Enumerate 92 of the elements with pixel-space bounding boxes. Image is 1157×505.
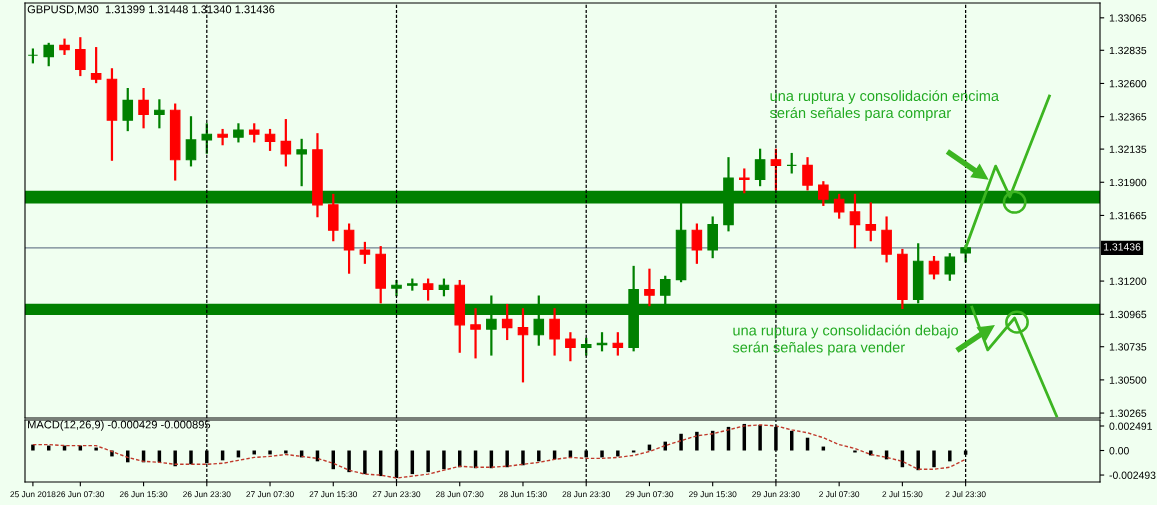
bar (758, 424, 762, 451)
x-tick-label: 29 Jun 23:30 (752, 491, 800, 498)
bar (537, 450, 541, 462)
y-tick-label: 1.30965 (1109, 310, 1147, 319)
candlestick (833, 193, 845, 219)
candlestick (691, 223, 703, 264)
candlestick (359, 241, 371, 264)
bar (173, 450, 177, 467)
x-tick-label: 26 Jun 23:30 (183, 491, 231, 498)
candlestick (43, 42, 55, 67)
annotation: una ruptura y consolidación encima serán señales para comprar (770, 90, 1000, 121)
candlestick (122, 88, 134, 132)
bar (679, 433, 683, 451)
candlestick (296, 138, 307, 187)
y-tick-label: 1.30735 (1109, 343, 1147, 351)
candlestick (549, 308, 560, 356)
x-tick-label: 28 Jun 07:30 (436, 491, 484, 498)
bar (521, 450, 525, 466)
candlestick (754, 148, 766, 187)
candlestick (138, 88, 149, 129)
candlestick (470, 308, 481, 359)
candlestick (501, 303, 513, 341)
x-tick-label: 28 Jun 23:30 (562, 491, 610, 498)
y-tick-label: 1.32135 (1109, 145, 1147, 153)
bar (932, 450, 936, 468)
candlestick (802, 157, 813, 191)
y-tick-label: 1.32835 (1109, 46, 1147, 55)
bar (948, 450, 952, 462)
x-tick-label: 26 Jun 07:30 (56, 491, 105, 498)
x-tick-label: 2 Jul 23:30 (945, 491, 986, 498)
candlestick (185, 116, 197, 167)
candlestick (59, 38, 70, 55)
candlestick (391, 279, 402, 297)
candlestick (644, 268, 655, 307)
candlestick (944, 253, 956, 281)
bar (616, 450, 620, 457)
chart-title: GBPUSD,M30 1.31399 1.31448 1.31340 1.31436 (27, 5, 275, 15)
ref-line-label: 1.31436 (1104, 243, 1141, 251)
bar (189, 450, 193, 465)
y-tick-label: 1.30500 (1109, 376, 1147, 384)
x-tick-label: 2 Jul 07:30 (819, 491, 860, 498)
candlestick (612, 332, 624, 356)
candlestick (565, 332, 576, 362)
bar (363, 450, 367, 475)
bar (347, 450, 351, 473)
y-tick-label: 1.31200 (1109, 277, 1147, 285)
x-tick-label: 2 Jul 15:30 (882, 491, 923, 498)
candlestick (818, 181, 829, 206)
candlestick (90, 47, 102, 84)
x-tick-label: 29 Jun 15:30 (689, 491, 737, 498)
candlestick (881, 216, 892, 263)
candlestick (75, 37, 86, 77)
annotation: una ruptura y consolidación debajo serán señales para vender (732, 324, 959, 356)
y-tick-label: -0.002493 (1109, 471, 1156, 479)
x-tick-label: 25 Jun 2018 (10, 491, 56, 498)
bar (31, 444, 35, 451)
candlestick (786, 152, 798, 174)
candlestick (201, 123, 213, 154)
candlestick (280, 119, 292, 167)
x-tick-label: 27 Jun 23:30 (372, 491, 421, 498)
y-tick-label: 1.31665 (1109, 211, 1147, 220)
bar (505, 450, 509, 468)
x-tick-label: 29 Jun 07:30 (625, 491, 674, 498)
y-tick-label: 1.32365 (1109, 113, 1147, 121)
candlestick (849, 193, 861, 249)
candlestick (27, 48, 39, 64)
bar (426, 450, 430, 473)
candlestick (343, 223, 355, 274)
y-tick-label: 1.33065 (1109, 14, 1147, 22)
chart-title: MACD(12,26,9) -0.000429 -0.000895 (28, 420, 211, 431)
candlestick (865, 202, 877, 242)
candlestick (422, 278, 434, 301)
bar (695, 431, 699, 451)
bar (442, 450, 446, 470)
bar (94, 447, 98, 451)
bar (600, 450, 604, 458)
y-tick-label: 1.32600 (1109, 79, 1147, 88)
bar (916, 450, 920, 471)
y-tick-label: 0.002491 (1109, 422, 1152, 430)
y-tick-label: 1.31900 (1109, 178, 1147, 187)
x-tick-label: 27 Jun 07:30 (246, 491, 294, 498)
x-tick-label: 26 Jun 15:30 (119, 491, 168, 498)
candlestick (154, 99, 165, 129)
candlestick (264, 128, 276, 151)
candlestick (217, 128, 228, 146)
candlestick (739, 168, 750, 194)
y-tick-label: 1.30265 (1109, 409, 1147, 417)
candlestick (517, 308, 529, 383)
candlestick (928, 255, 940, 280)
x-tick-label: 28 Jun 15:30 (499, 491, 547, 498)
y-tick-label: 0.00 (1109, 447, 1129, 455)
x-tick-label: 27 Jun 15:30 (309, 491, 358, 498)
